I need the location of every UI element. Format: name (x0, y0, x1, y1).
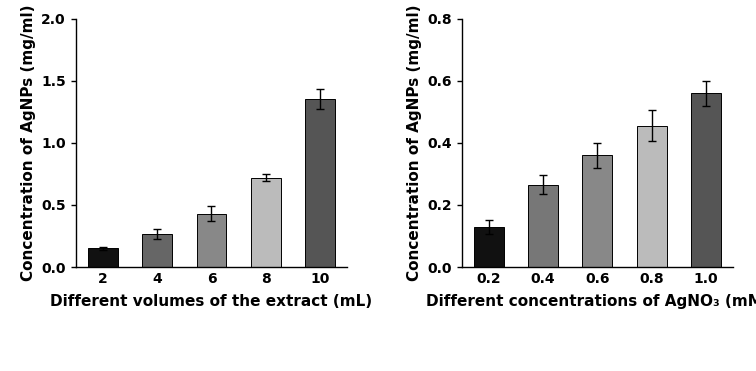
Bar (528, 185, 558, 267)
Bar (691, 93, 721, 267)
Bar (197, 214, 227, 267)
Bar (142, 234, 172, 267)
Y-axis label: Concentration of AgNPs (mg/ml): Concentration of AgNPs (mg/ml) (20, 4, 36, 281)
X-axis label: Different concentrations of AgNO₃ (mM): Different concentrations of AgNO₃ (mM) (426, 294, 756, 309)
Y-axis label: Concentration of AgNPs (mg/ml): Concentration of AgNPs (mg/ml) (407, 4, 422, 281)
Bar (88, 249, 118, 267)
Bar (251, 178, 280, 267)
X-axis label: Different volumes of the extract (mL): Different volumes of the extract (mL) (51, 294, 373, 309)
Bar (582, 155, 612, 267)
Bar (305, 99, 335, 267)
Bar (474, 227, 503, 267)
Bar (637, 126, 667, 267)
